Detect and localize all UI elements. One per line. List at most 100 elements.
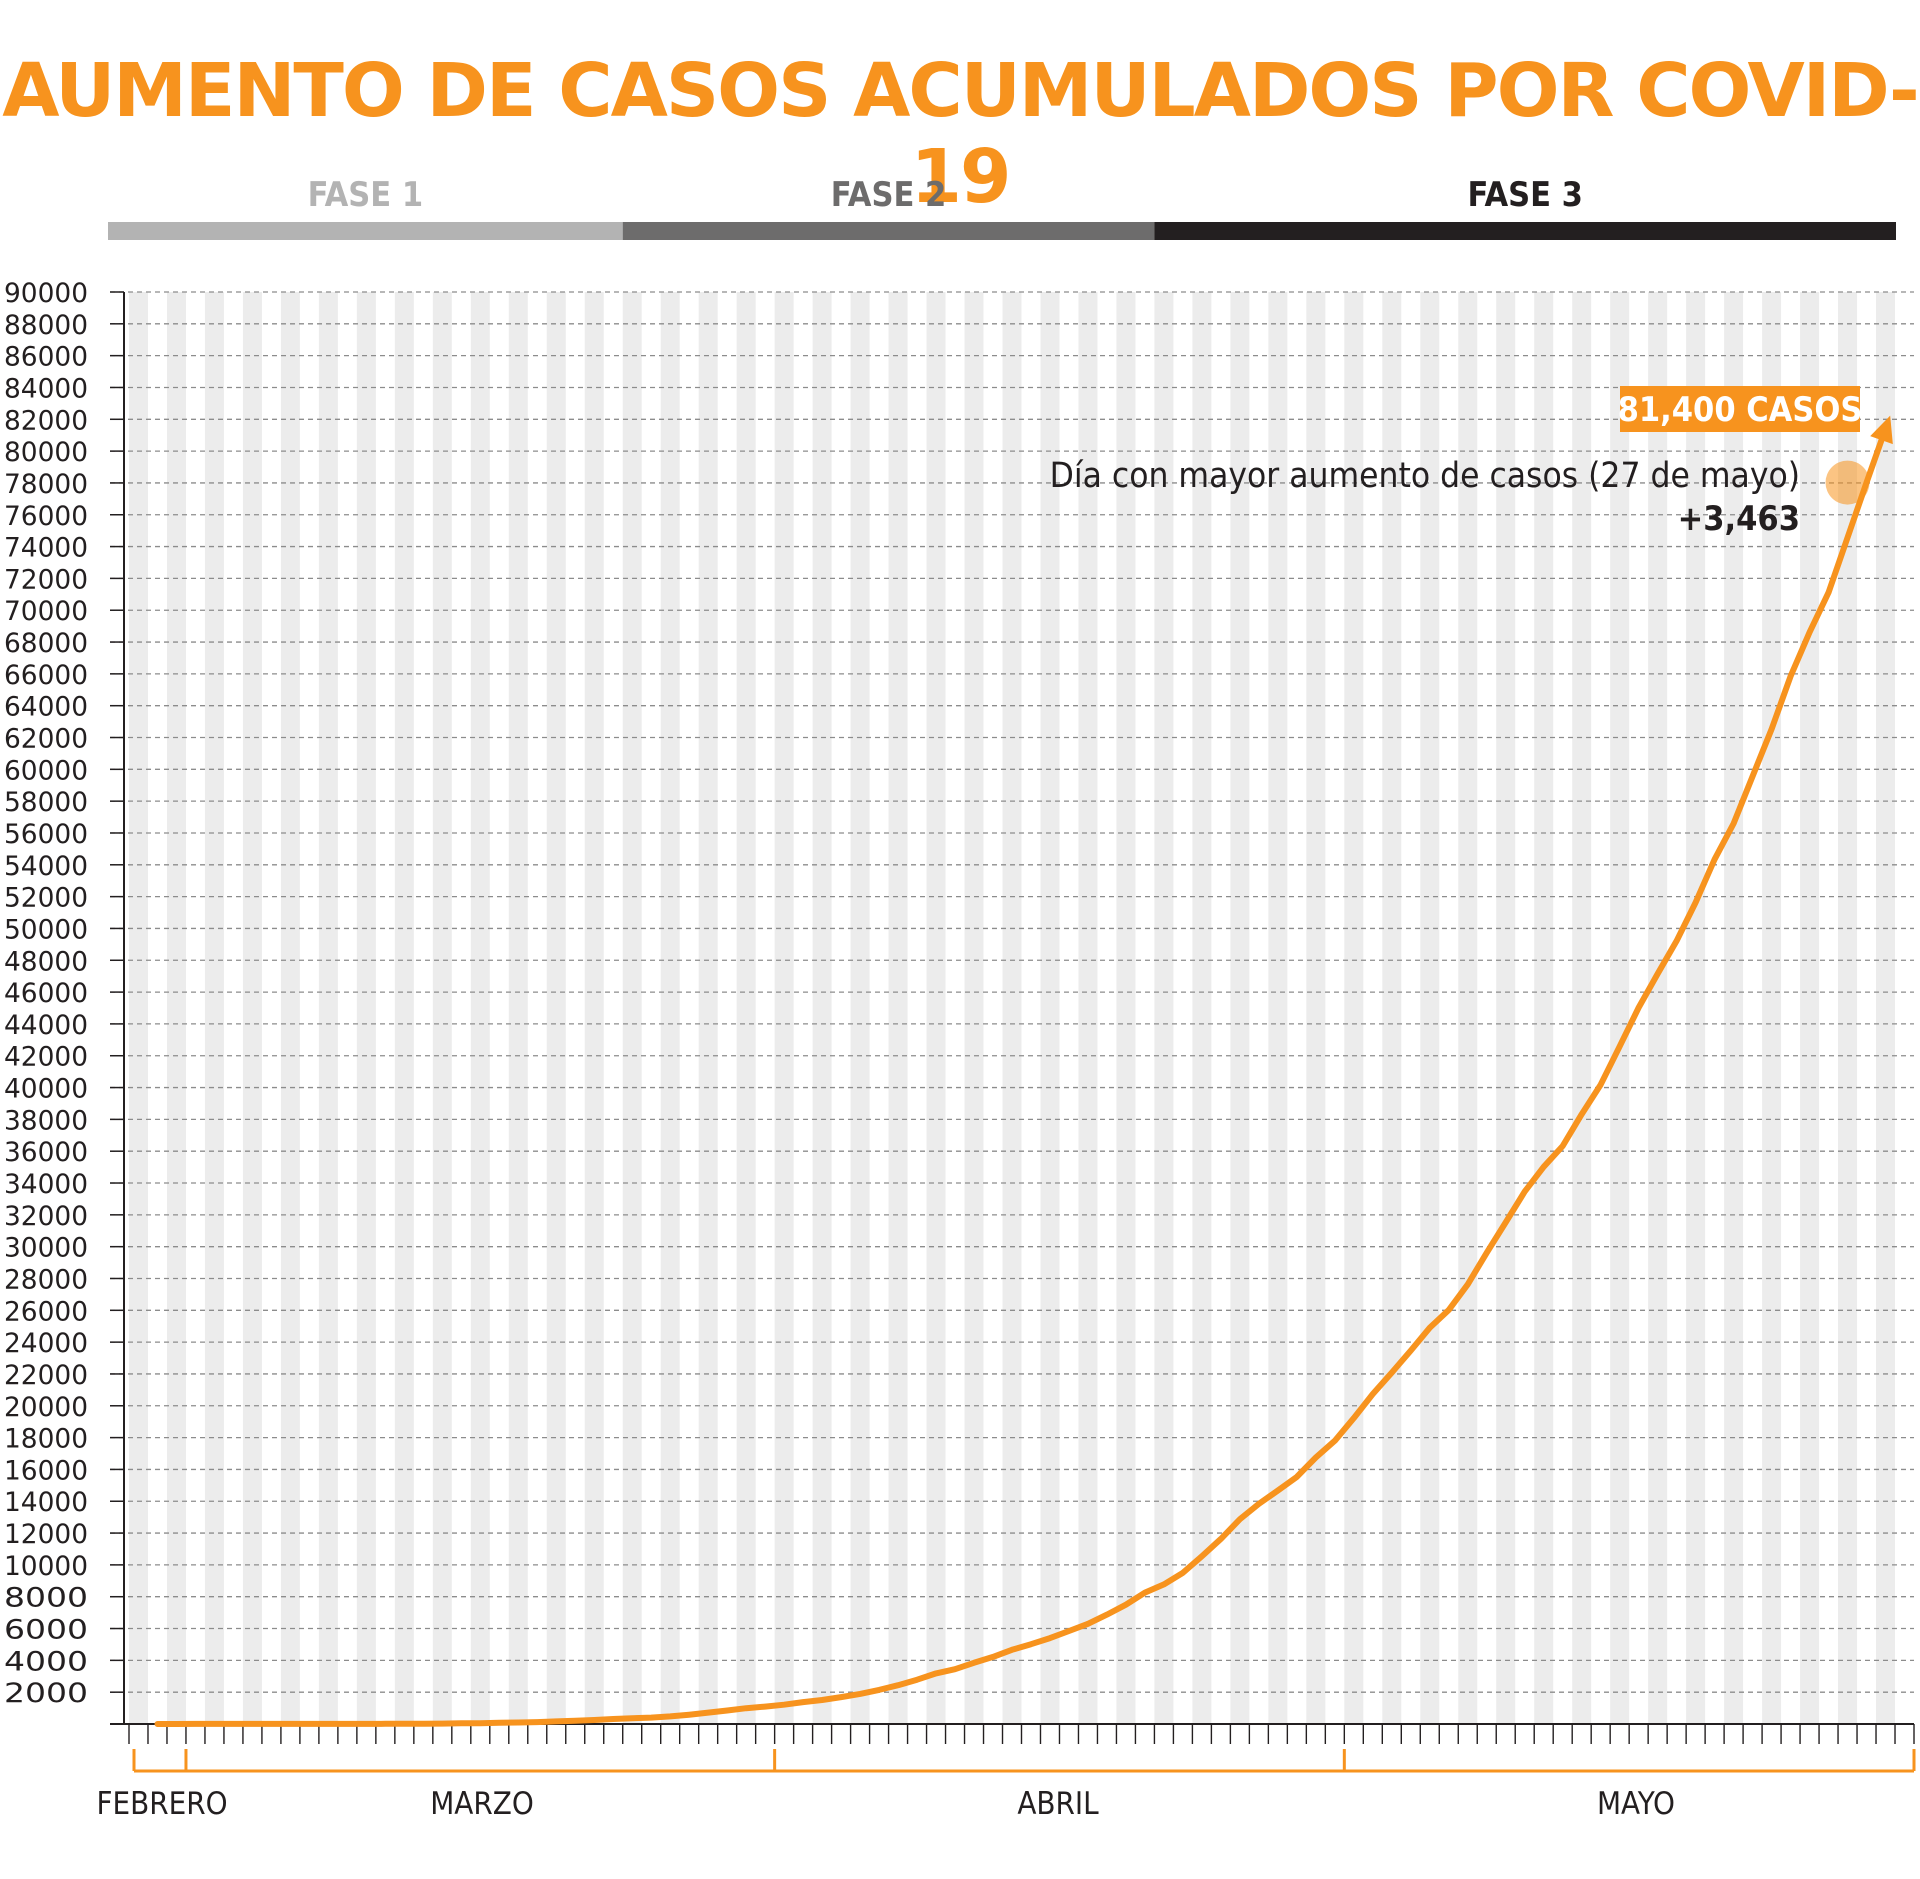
axes: 2000400060008000100001200014000160001800… [4, 278, 1916, 1822]
arrowhead [1870, 415, 1893, 445]
y-tick-label: 2000 [4, 1678, 88, 1709]
day-band [1838, 292, 1858, 1724]
peak-day-note: Día con mayor aumento de casos (27 de ma… [1050, 456, 1800, 496]
day-band [1268, 292, 1288, 1724]
phase-bar-segment [622, 222, 1155, 240]
day-band [394, 292, 414, 1724]
y-tick-label: 54000 [4, 851, 88, 882]
day-band [1762, 292, 1782, 1724]
day-band [850, 292, 870, 1724]
day-band [660, 292, 680, 1724]
day-band [318, 292, 338, 1724]
y-tick-label: 78000 [4, 469, 88, 500]
day-column-bands [129, 292, 1896, 1724]
y-tick-label: 50000 [4, 914, 88, 945]
y-tick-label: 10000 [4, 1551, 88, 1582]
day-band [1686, 292, 1706, 1724]
y-tick-label: 46000 [4, 978, 88, 1009]
day-band [1420, 292, 1440, 1724]
phase-label: FASE 2 [831, 175, 947, 215]
y-tick-label: 84000 [4, 373, 88, 404]
day-band [280, 292, 300, 1724]
day-band [1800, 292, 1820, 1724]
phase-bar-segment [108, 222, 623, 240]
day-band [1876, 292, 1896, 1724]
y-tick-label: 4000 [4, 1646, 88, 1677]
day-band [698, 292, 718, 1724]
phase-label: FASE 3 [1467, 175, 1583, 215]
day-band [470, 292, 490, 1724]
month-label: MAYO [1597, 1786, 1675, 1822]
phase-bar-segment [1154, 222, 1896, 240]
y-tick-label: 32000 [4, 1201, 88, 1232]
y-tick-label: 62000 [4, 724, 88, 755]
chart-title: AUMENTO DE CASOS ACUMULADOS POR COVID-19 [2, 48, 1920, 220]
y-tick-label: 14000 [4, 1487, 88, 1518]
day-band [1572, 292, 1592, 1724]
day-band [812, 292, 832, 1724]
y-tick-label: 48000 [4, 946, 88, 977]
day-band [1382, 292, 1402, 1724]
month-label: MARZO [430, 1786, 534, 1822]
day-band [129, 292, 148, 1724]
day-band [1306, 292, 1326, 1724]
day-band [204, 292, 224, 1724]
y-tick-label: 44000 [4, 1010, 88, 1041]
y-tick-label: 88000 [4, 310, 88, 341]
day-band [1154, 292, 1174, 1724]
day-band [774, 292, 794, 1724]
y-tick-label: 40000 [4, 1074, 88, 1105]
y-tick-label: 28000 [4, 1264, 88, 1295]
y-tick-label: 82000 [4, 405, 88, 436]
y-tick-label: 64000 [4, 692, 88, 723]
y-tick-label: 68000 [4, 628, 88, 659]
y-tick-label: 22000 [4, 1360, 88, 1391]
day-band [1192, 292, 1212, 1724]
day-band [546, 292, 566, 1724]
day-band [584, 292, 604, 1724]
day-band [964, 292, 984, 1724]
month-label: FEBRERO [96, 1786, 227, 1822]
y-tick-label: 72000 [4, 564, 88, 595]
series-layer [154, 415, 1893, 1727]
day-band [1458, 292, 1478, 1724]
y-tick-label: 34000 [4, 1169, 88, 1200]
y-tick-label: 74000 [4, 533, 88, 564]
y-tick-label: 26000 [4, 1296, 88, 1327]
y-tick-label: 42000 [4, 1042, 88, 1073]
phase-label: FASE 1 [308, 175, 424, 215]
day-band [1534, 292, 1554, 1724]
y-tick-label: 20000 [4, 1392, 88, 1423]
cases-line [154, 425, 1889, 1727]
day-band [508, 292, 528, 1724]
horizontal-gridlines [110, 291, 1914, 1693]
day-band [166, 292, 186, 1724]
day-band [1078, 292, 1098, 1724]
y-tick-label: 58000 [4, 787, 88, 818]
peak-day-point [1825, 460, 1870, 505]
y-tick-label: 60000 [4, 755, 88, 786]
y-tick-label: 86000 [4, 342, 88, 373]
y-tick-label: 90000 [4, 278, 88, 309]
month-label: ABRIL [1017, 1786, 1099, 1822]
y-tick-label: 66000 [4, 660, 88, 691]
day-band [356, 292, 376, 1724]
total-badge [1620, 386, 1860, 432]
y-tick-label: 76000 [4, 501, 88, 532]
y-tick-label: 18000 [4, 1424, 88, 1455]
day-band [242, 292, 262, 1724]
day-band [1610, 292, 1630, 1724]
y-tick-label: 70000 [4, 596, 88, 627]
y-tick-label: 80000 [4, 437, 88, 468]
day-band [1496, 292, 1516, 1724]
day-band [1648, 292, 1668, 1724]
peak-day-increase: +3,463 [1678, 499, 1800, 539]
annotations: 81,400 CASOS Día con mayor aumento de cas… [1050, 386, 1862, 539]
phase-bar: FASE 1 FASE 2 FASE 3 [108, 175, 1896, 240]
day-band [432, 292, 452, 1724]
y-tick-label: 6000 [4, 1615, 88, 1646]
day-band [1040, 292, 1060, 1724]
day-band [736, 292, 756, 1724]
y-tick-label: 16000 [4, 1455, 88, 1486]
